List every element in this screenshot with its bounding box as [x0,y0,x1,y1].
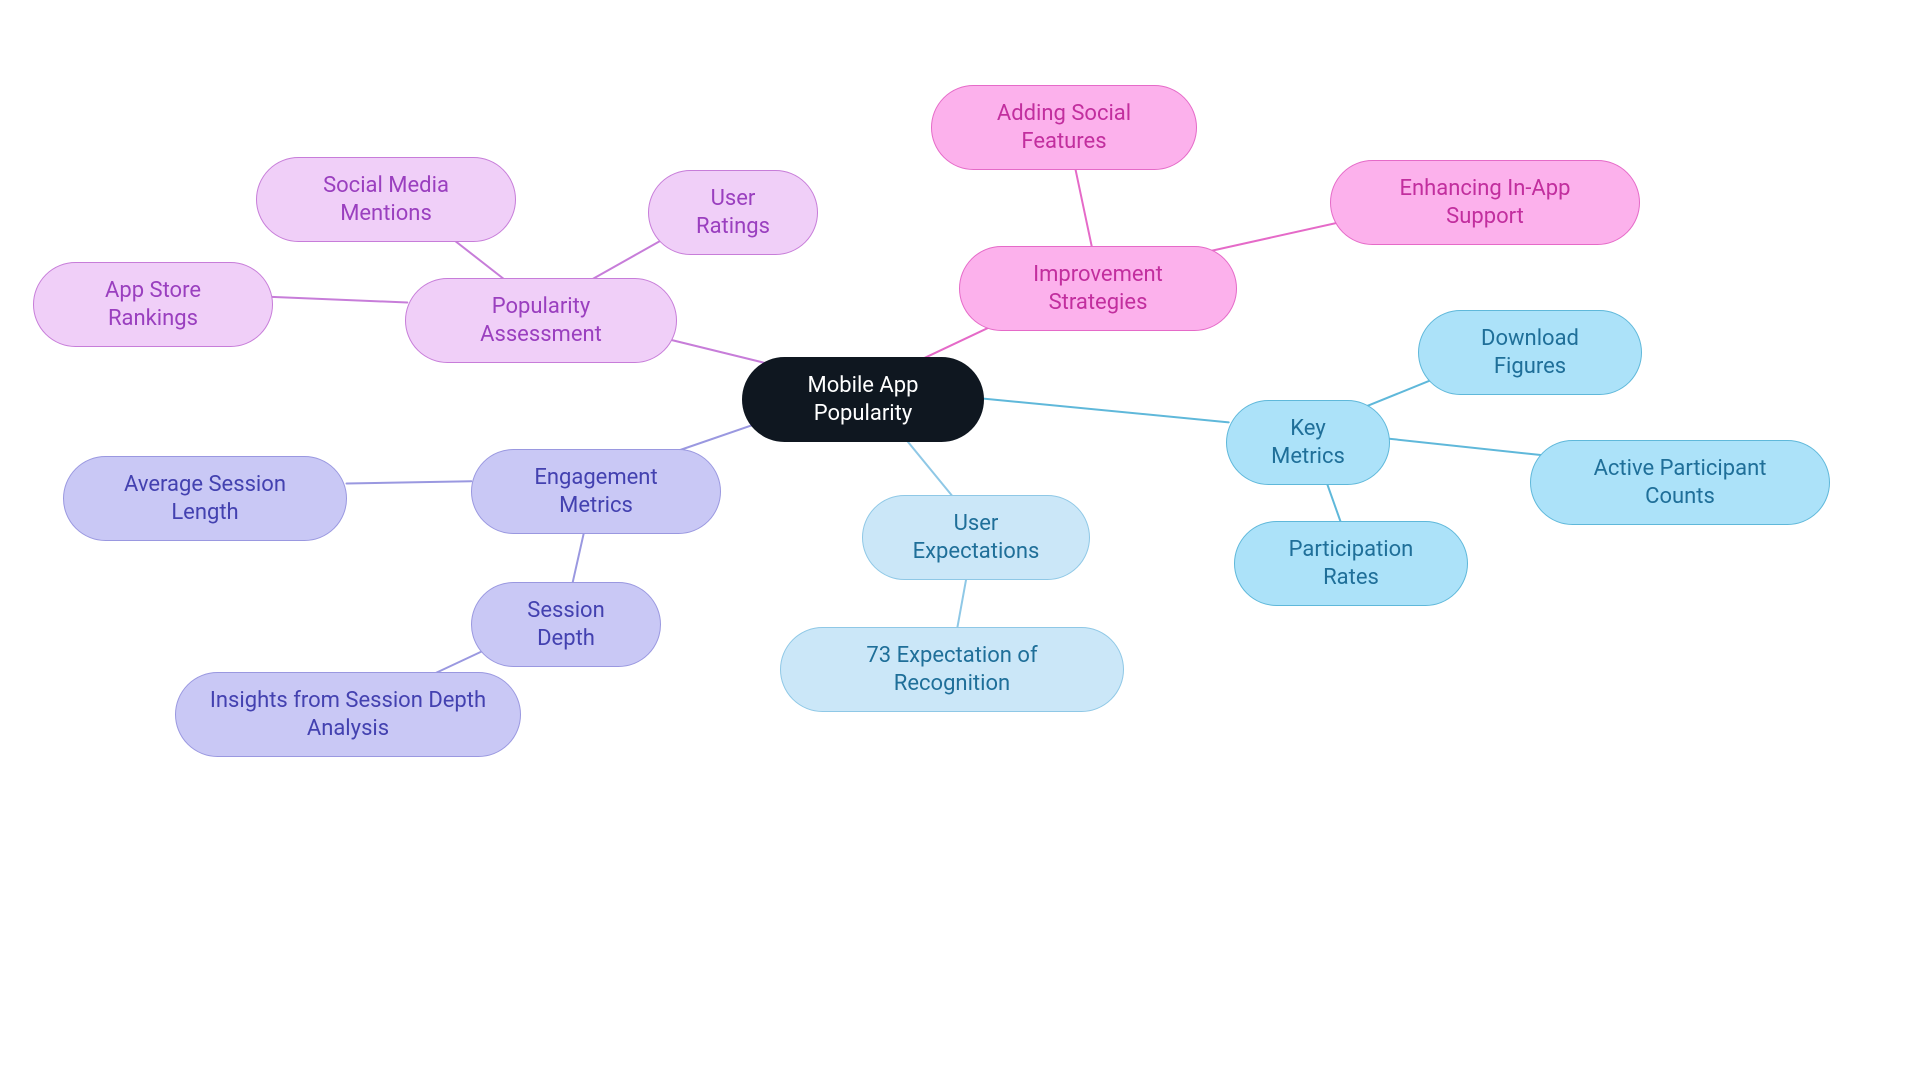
node-label: Active Participant Counts [1559,455,1801,510]
node-label: 73 Expectation of Recognition [809,642,1095,697]
node-app-store: App Store Rankings [33,262,273,347]
node-label: Engagement Metrics [500,464,692,519]
node-avg-session: Average Session Length [63,456,347,541]
node-key-metrics: Key Metrics [1226,400,1390,485]
node-support: Enhancing In-App Support [1330,160,1640,245]
node-session-depth: Session Depth [471,582,661,667]
node-label: Participation Rates [1263,536,1439,591]
node-label: User Expectations [891,510,1061,565]
node-social-media: Social Media Mentions [256,157,516,242]
node-insights: Insights from Session Depth Analysis [175,672,521,757]
node-label: App Store Rankings [62,277,244,332]
node-label: Social Media Mentions [285,172,487,227]
mindmap-canvas: Mobile App Popularity Popularity Assessm… [0,0,1920,1083]
node-label: User Ratings [677,185,789,240]
node-label: Download Figures [1447,325,1613,380]
node-download: Download Figures [1418,310,1642,395]
node-active-participants: Active Participant Counts [1530,440,1830,525]
node-label: Key Metrics [1255,415,1361,470]
node-label: Enhancing In-App Support [1359,175,1611,230]
node-improvement: Improvement Strategies [959,246,1237,331]
node-engagement: Engagement Metrics [471,449,721,534]
node-label: Insights from Session Depth Analysis [210,687,486,742]
node-popularity: Popularity Assessment [405,278,677,363]
node-user-ratings: User Ratings [648,170,818,255]
node-root: Mobile App Popularity [742,357,984,442]
node-label: Adding Social Features [960,100,1168,155]
node-social-features: Adding Social Features [931,85,1197,170]
node-user-expectations: User Expectations [862,495,1090,580]
node-label: Popularity Assessment [434,293,648,348]
node-label: Mobile App Popularity [771,372,955,427]
node-label: Session Depth [500,597,632,652]
node-label: Average Session Length [92,471,318,526]
node-participation-rates: Participation Rates [1234,521,1468,606]
node-label: Improvement Strategies [988,261,1208,316]
node-recognition: 73 Expectation of Recognition [780,627,1124,712]
